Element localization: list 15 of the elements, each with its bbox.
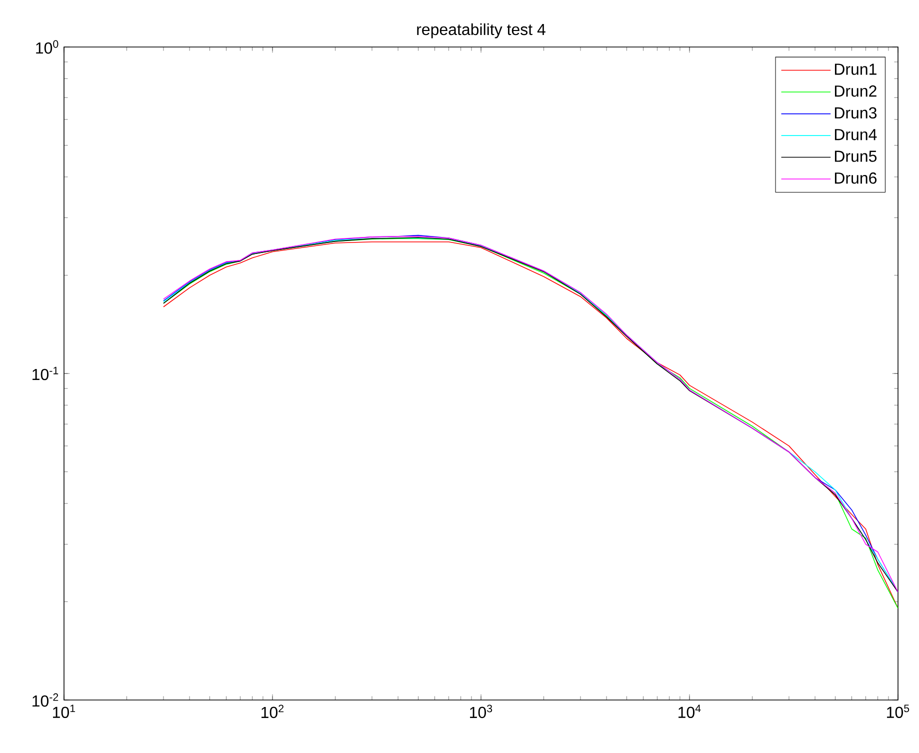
y-tick-label: 10$^{-2}$ (32, 693, 58, 707)
x-tick-label: 10$^{3}$ (470, 704, 492, 718)
legend-label: Drun3 (834, 107, 877, 119)
chart-title: repeatability test 4 (417, 23, 546, 38)
y-tick-label: 10$^{-1}$ (32, 366, 58, 380)
x-tick-label: 10$^{1}$ (53, 704, 76, 718)
legend-label: Drun1 (834, 64, 876, 75)
x-tick-label: 10$^{2}$ (262, 704, 284, 718)
x-tick-label: 10$^{4}$ (678, 704, 701, 718)
y-tick-label: 10$^{0}$ (36, 40, 58, 54)
legend-label: Drun4 (834, 129, 877, 140)
legend-label: Drun6 (834, 172, 877, 184)
legend-label: Drun2 (834, 85, 876, 97)
x-tick-label: 10$^{5}$ (887, 704, 910, 718)
legend-label: Drun5 (834, 150, 877, 162)
